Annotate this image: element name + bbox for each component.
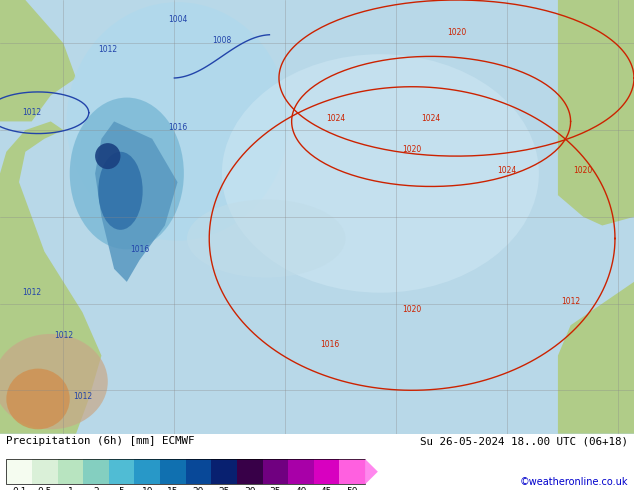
Text: 35: 35 (269, 487, 281, 490)
Text: 5: 5 (119, 487, 124, 490)
Ellipse shape (222, 54, 539, 293)
Bar (211, 459, 237, 484)
Text: 1008: 1008 (212, 36, 231, 46)
Text: 1024: 1024 (327, 115, 346, 123)
Polygon shape (0, 0, 76, 122)
Text: 1004: 1004 (168, 15, 187, 24)
Text: 1: 1 (67, 487, 74, 490)
Text: 0.1: 0.1 (12, 487, 27, 490)
Text: 1024: 1024 (422, 115, 441, 123)
Text: 1012: 1012 (98, 45, 117, 54)
Polygon shape (95, 122, 178, 282)
Bar (109, 459, 134, 484)
Polygon shape (365, 459, 378, 484)
Text: 1012: 1012 (73, 392, 92, 401)
Text: 1020: 1020 (403, 305, 422, 314)
Bar (32, 459, 58, 484)
Bar (160, 459, 186, 484)
Ellipse shape (0, 334, 108, 429)
Ellipse shape (187, 199, 346, 277)
Text: Precipitation (6h) [mm] ECMWF: Precipitation (6h) [mm] ECMWF (6, 437, 195, 446)
Text: ©weatheronline.co.uk: ©weatheronline.co.uk (519, 477, 628, 487)
Ellipse shape (67, 2, 288, 241)
Ellipse shape (70, 98, 184, 249)
Bar (6, 459, 365, 484)
Polygon shape (558, 282, 634, 434)
Text: 1024: 1024 (498, 167, 517, 175)
Text: Su 26-05-2024 18..00 UTC (06+18): Su 26-05-2024 18..00 UTC (06+18) (420, 437, 628, 446)
Bar (6, 459, 32, 484)
Polygon shape (558, 0, 634, 225)
Bar (288, 459, 314, 484)
Polygon shape (0, 122, 101, 434)
Bar (237, 459, 262, 484)
Text: 1016: 1016 (130, 245, 149, 253)
Text: 30: 30 (244, 487, 256, 490)
Text: 1016: 1016 (168, 123, 187, 132)
Text: 10: 10 (141, 487, 153, 490)
Text: 40: 40 (295, 487, 307, 490)
Bar (339, 459, 365, 484)
Bar (134, 459, 160, 484)
Text: 15: 15 (167, 487, 179, 490)
Bar (58, 459, 83, 484)
Text: 20: 20 (193, 487, 204, 490)
Text: 1012: 1012 (54, 331, 73, 340)
Ellipse shape (95, 143, 120, 169)
Bar (83, 459, 109, 484)
Bar (186, 459, 211, 484)
Ellipse shape (98, 152, 143, 230)
Text: 1020: 1020 (403, 145, 422, 154)
Text: 25: 25 (219, 487, 230, 490)
Text: 2: 2 (93, 487, 99, 490)
Text: 1012: 1012 (561, 296, 580, 306)
Text: 1020: 1020 (574, 167, 593, 175)
Text: 45: 45 (321, 487, 332, 490)
Text: 1020: 1020 (447, 28, 466, 37)
Ellipse shape (6, 368, 70, 429)
Text: 50: 50 (346, 487, 358, 490)
Text: 1012: 1012 (22, 288, 41, 297)
Text: 0.5: 0.5 (37, 487, 52, 490)
Bar (314, 459, 339, 484)
Bar (262, 459, 288, 484)
Text: 1012: 1012 (22, 108, 41, 117)
Text: 1016: 1016 (320, 340, 339, 349)
